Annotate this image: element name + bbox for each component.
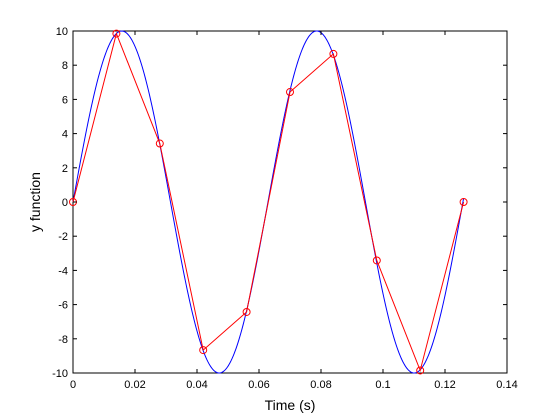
red-sample-marker	[416, 366, 425, 375]
y-tick-label: 8	[62, 60, 68, 72]
x-axis-title: Time (s)	[265, 397, 316, 413]
x-tick-label: 0.06	[248, 379, 269, 391]
y-tick-label: 6	[62, 94, 68, 106]
red-sample-marker	[372, 256, 381, 265]
plot-background	[72, 30, 508, 374]
x-tick-label: 0.04	[186, 379, 207, 391]
y-tick-label: 4	[62, 129, 68, 141]
y-axis-title: y function	[27, 172, 43, 232]
red-sample-marker	[155, 139, 164, 148]
red-sample-marker	[112, 29, 121, 38]
red-sample-marker	[459, 198, 468, 206]
y-tick-label: 10	[56, 26, 68, 38]
x-tick-label: 0.12	[434, 379, 455, 391]
plot-area	[72, 30, 508, 374]
y-tick-label: -8	[58, 334, 68, 346]
x-tick-label: 0.08	[310, 379, 331, 391]
y-tick-label: 2	[62, 163, 68, 175]
y-tick-label: -4	[58, 265, 68, 277]
red-sample-marker	[329, 49, 338, 58]
red-sample-marker	[199, 346, 208, 355]
y-tick-label: -10	[52, 368, 68, 380]
red-sample-marker	[242, 307, 251, 316]
y-tick-label: 0	[62, 197, 68, 209]
x-axis-ticks: 0 0.02 0.04 0.06 0.08 0.1 0.12 0.14	[70, 31, 518, 391]
x-tick-label: 0.02	[124, 379, 145, 391]
red-series	[69, 29, 468, 375]
y-axis-ticks: -10 -8 -6 -4 -2 0 2 4 6 8 10	[52, 26, 507, 380]
x-tick-label: 0.14	[496, 379, 517, 391]
red-sample-marker	[286, 88, 294, 97]
x-tick-label: 0.1	[375, 379, 390, 391]
y-tick-label: -2	[58, 231, 68, 243]
y-tick-label: -6	[58, 300, 68, 312]
x-tick-label: 0	[70, 379, 76, 391]
red-sample-line	[72, 31, 465, 373]
